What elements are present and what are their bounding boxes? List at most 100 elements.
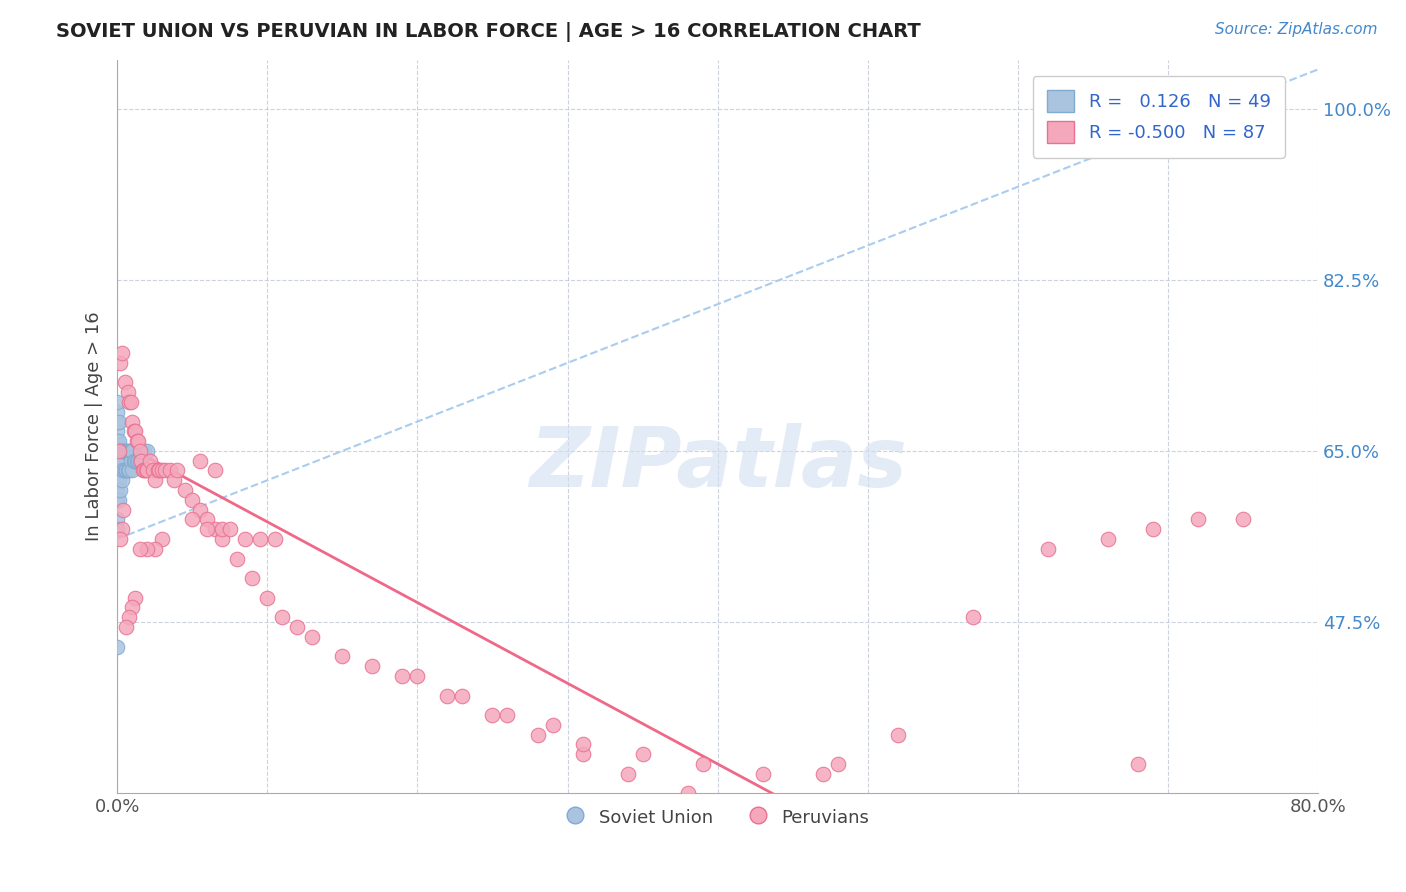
Point	[107, 473, 129, 487]
Point	[332, 649, 354, 664]
Point	[107, 444, 129, 458]
Point	[146, 463, 169, 477]
Point	[105, 453, 128, 467]
Point	[105, 492, 128, 507]
Point	[263, 532, 285, 546]
Point	[108, 483, 131, 497]
Text: ZIPatlas: ZIPatlas	[529, 423, 907, 504]
Point	[124, 425, 146, 439]
Point	[121, 600, 143, 615]
Point	[107, 434, 129, 449]
Point	[122, 453, 145, 467]
Point	[122, 425, 145, 439]
Point	[118, 463, 141, 477]
Point	[150, 532, 173, 546]
Point	[204, 522, 226, 536]
Point	[105, 405, 128, 419]
Point	[124, 591, 146, 605]
Point	[115, 444, 138, 458]
Point	[108, 532, 131, 546]
Point	[159, 463, 181, 477]
Point	[105, 640, 128, 654]
Point	[692, 757, 714, 772]
Point	[105, 425, 128, 439]
Point	[107, 415, 129, 429]
Point	[120, 453, 142, 467]
Point	[108, 356, 131, 370]
Point	[117, 385, 139, 400]
Point	[105, 395, 128, 409]
Point	[240, 571, 263, 585]
Point	[132, 463, 155, 477]
Point	[107, 444, 129, 458]
Point	[481, 708, 503, 723]
Point	[139, 453, 162, 467]
Point	[118, 395, 141, 409]
Point	[496, 708, 519, 723]
Point	[115, 620, 138, 634]
Point	[107, 492, 129, 507]
Point	[827, 757, 849, 772]
Point	[128, 444, 150, 458]
Point	[256, 591, 278, 605]
Point	[105, 444, 128, 458]
Point	[361, 659, 384, 673]
Point	[1097, 532, 1119, 546]
Point	[114, 463, 136, 477]
Point	[112, 463, 135, 477]
Point	[195, 512, 218, 526]
Point	[285, 620, 308, 634]
Point	[105, 415, 128, 429]
Point	[143, 473, 166, 487]
Point	[114, 376, 136, 390]
Point	[136, 463, 159, 477]
Point	[188, 502, 211, 516]
Point	[111, 346, 134, 360]
Point	[125, 453, 148, 467]
Point	[249, 532, 271, 546]
Point	[136, 444, 159, 458]
Text: SOVIET UNION VS PERUVIAN IN LABOR FORCE | AGE > 16 CORRELATION CHART: SOVIET UNION VS PERUVIAN IN LABOR FORCE …	[56, 22, 921, 42]
Point	[134, 444, 156, 458]
Point	[107, 453, 129, 467]
Point	[117, 463, 139, 477]
Point	[105, 512, 128, 526]
Point	[391, 669, 413, 683]
Point	[1232, 512, 1254, 526]
Text: Source: ZipAtlas.com: Source: ZipAtlas.com	[1215, 22, 1378, 37]
Point	[105, 463, 128, 477]
Point	[114, 444, 136, 458]
Point	[631, 747, 654, 762]
Point	[887, 728, 910, 742]
Point	[136, 541, 159, 556]
Point	[571, 747, 593, 762]
Point	[188, 453, 211, 467]
Point	[105, 434, 128, 449]
Point	[962, 610, 984, 624]
Point	[451, 689, 474, 703]
Point	[163, 473, 186, 487]
Point	[118, 610, 141, 624]
Point	[128, 541, 150, 556]
Point	[211, 522, 233, 536]
Point	[121, 463, 143, 477]
Point	[129, 444, 152, 458]
Point	[125, 434, 148, 449]
Point	[143, 541, 166, 556]
Point	[526, 728, 548, 742]
Point	[1142, 522, 1164, 536]
Point	[112, 502, 135, 516]
Point	[120, 395, 142, 409]
Point	[1187, 512, 1209, 526]
Point	[406, 669, 429, 683]
Point	[204, 463, 226, 477]
Point	[150, 463, 173, 477]
Point	[436, 689, 458, 703]
Point	[211, 532, 233, 546]
Point	[108, 444, 131, 458]
Point	[301, 630, 323, 644]
Point	[181, 512, 204, 526]
Point	[127, 453, 149, 467]
Point	[676, 786, 699, 800]
Point	[173, 483, 195, 497]
